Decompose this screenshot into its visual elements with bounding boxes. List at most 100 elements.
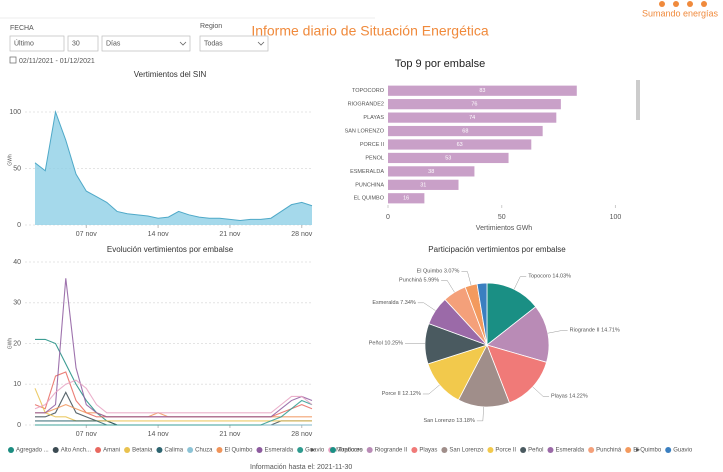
- category-label: ESMERALDA: [350, 169, 384, 175]
- legend-label: Guavio: [305, 448, 325, 454]
- x-tick-label: 28 nov: [291, 431, 313, 438]
- legend-label: Agregado ...: [16, 448, 49, 454]
- area-line: [34, 110, 313, 221]
- series-line: [35, 404, 312, 418]
- region-label: Region: [200, 23, 222, 30]
- legend-label: El Quimbo: [633, 448, 662, 454]
- pie-slice: [457, 344, 510, 408]
- x-axis-label: Vertimientos GWh: [476, 225, 533, 232]
- bar: [388, 125, 543, 137]
- pie-slice: [486, 306, 550, 363]
- fecha-label: FECHA: [10, 25, 34, 32]
- series-line: [35, 338, 312, 426]
- legend-swatch: [297, 447, 304, 453]
- legend-label: Calima: [164, 448, 183, 454]
- pie-slice: [486, 344, 548, 404]
- brand-name: Sumando energías: [642, 8, 719, 18]
- y-tick-label: 20: [13, 340, 21, 347]
- x-tick-label: 07 nov: [76, 431, 98, 438]
- y-tick-label: 10: [13, 381, 21, 388]
- category-label: PUNCHINA: [355, 182, 384, 188]
- footer-date: 2021-11-30: [317, 464, 352, 471]
- legend-label: Peñol: [528, 448, 543, 454]
- legend-arrow[interactable]: ▸: [636, 445, 640, 454]
- pie-slice: [486, 282, 537, 346]
- bar-value-label: 31: [420, 182, 426, 188]
- mode-dropdown[interactable]: [9, 35, 65, 52]
- slice-label: Punchiná 5.99%: [399, 278, 439, 284]
- leader-line: [441, 280, 455, 293]
- slice-value: 14.03%: [552, 274, 571, 280]
- slice-label: San Lorenzo 13.18%: [423, 418, 474, 424]
- brand-logo: [659, 1, 707, 7]
- slice-name: Topocoro: [528, 274, 551, 280]
- legend-swatch: [52, 447, 59, 453]
- slice-label: Playas 14.22%: [551, 394, 588, 400]
- leader-line: [547, 330, 568, 334]
- legend-label: Playas: [419, 448, 437, 454]
- leader-line: [532, 386, 550, 397]
- legend-label: Betania: [132, 448, 153, 454]
- scrollbar[interactable]: [636, 80, 640, 120]
- legend-label: Esmeralda: [264, 448, 293, 454]
- legend-label: Chuza: [195, 448, 213, 454]
- x-tick-label: 21 nov: [219, 431, 241, 438]
- chevron: [257, 41, 265, 46]
- count-value: 30: [72, 40, 80, 47]
- bar-value-label: 76: [471, 102, 477, 108]
- category-label: PORCE II: [360, 142, 385, 148]
- legend-swatch: [216, 447, 223, 453]
- y-tick-label: 40: [13, 259, 21, 266]
- legend-label: Topocoro: [338, 448, 363, 454]
- legend-label: Riogrande II: [375, 448, 408, 454]
- slice-value: 7.34%: [400, 300, 416, 306]
- legend-swatch: [487, 447, 494, 453]
- y-axis-label: GWh: [7, 154, 13, 166]
- unit-value: Días: [106, 40, 121, 47]
- area: [35, 111, 312, 225]
- slice-name: Riogrande II: [570, 328, 600, 334]
- x-tick-label: 21 nov: [219, 231, 241, 238]
- bar: [388, 193, 425, 204]
- legend-arrow[interactable]: ▸: [311, 445, 315, 454]
- legend-swatch: [256, 447, 263, 453]
- legend-swatch: [366, 447, 373, 453]
- series-line: [35, 278, 313, 418]
- bar-value-label: 16: [403, 196, 409, 202]
- count-input[interactable]: [67, 35, 99, 52]
- footer: Información hasta el: 2021-11-30: [250, 464, 352, 471]
- chevron: [179, 41, 187, 46]
- x-tick-label: 14 nov: [148, 431, 170, 438]
- bar-value-label: 63: [457, 142, 463, 148]
- category-label: SAN LORENZO: [345, 129, 385, 135]
- region-dropdown[interactable]: [199, 35, 269, 52]
- bar: [388, 112, 557, 123]
- legend-swatch: [547, 447, 554, 453]
- bar: [388, 179, 459, 190]
- slice-value: 14.22%: [569, 394, 588, 400]
- category-label: RIOGRANDE2: [348, 102, 384, 108]
- pie-slice: [476, 282, 488, 346]
- region-value: Todas: [204, 40, 223, 47]
- leader-line: [417, 302, 436, 311]
- chart-title: Participación vertimientos por embalse: [428, 245, 566, 254]
- unit-dropdown[interactable]: [101, 35, 191, 52]
- bar-value-label: 53: [445, 155, 451, 161]
- x-tick-label: 14 nov: [148, 231, 170, 238]
- category-label: PENOL: [365, 155, 384, 161]
- slice-label: Porce II 12.12%: [382, 391, 421, 397]
- chart-title: Vertimientos del SIN: [134, 70, 207, 79]
- slice-name: San Lorenzo: [423, 418, 454, 424]
- bar: [388, 152, 509, 164]
- slice-name: Esmeralda: [372, 300, 399, 306]
- slice-name: Playas: [551, 394, 568, 400]
- legend-label: Miraflores: [336, 448, 362, 454]
- bar: [388, 99, 561, 110]
- slice-name: El Quimbo: [417, 269, 443, 275]
- legend-label: Punchiná: [596, 448, 622, 454]
- slice-name: Porce II: [382, 391, 401, 397]
- x-tick-label: 28 nov: [291, 231, 313, 238]
- x-tick-label: 100: [610, 214, 622, 221]
- bar-value-label: 68: [462, 129, 468, 135]
- legend-label: Amani: [103, 448, 120, 454]
